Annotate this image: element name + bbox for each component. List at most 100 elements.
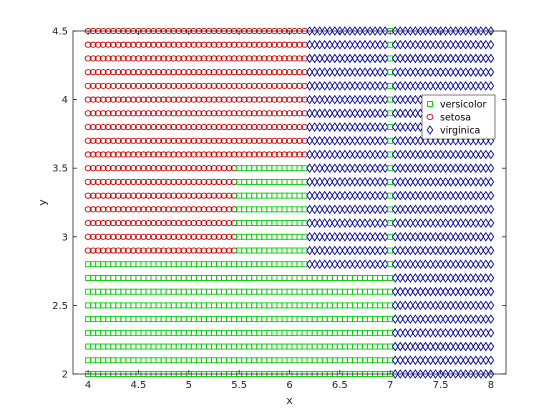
setosa-point xyxy=(84,96,92,103)
virginica-point xyxy=(381,177,389,187)
setosa-point xyxy=(84,110,92,117)
virginica-point xyxy=(427,300,434,311)
virginica-point xyxy=(442,314,449,324)
virginica-point xyxy=(391,94,399,105)
setosa-point xyxy=(135,151,142,158)
setosa-point xyxy=(185,165,193,172)
virginica-point xyxy=(326,149,334,160)
setosa-point xyxy=(185,206,193,213)
setosa-point xyxy=(170,82,178,89)
virginica-point xyxy=(341,135,349,146)
virginica-point xyxy=(417,39,424,50)
virginica-point xyxy=(321,190,329,201)
setosa-point xyxy=(94,123,102,131)
virginica-point xyxy=(427,190,434,201)
virginica-point xyxy=(311,259,319,270)
virginica-point xyxy=(477,149,485,160)
setosa-point xyxy=(145,247,152,254)
virginica-point xyxy=(452,286,460,297)
setosa-point xyxy=(150,123,158,131)
virginica-point xyxy=(457,314,465,324)
virginica-point xyxy=(401,108,409,119)
virginica-point xyxy=(401,53,409,64)
y-tick-label: 3 xyxy=(62,232,68,243)
virginica-point xyxy=(406,314,414,324)
setosa-point xyxy=(145,69,152,76)
virginica-point xyxy=(311,122,319,132)
virginica-point xyxy=(482,26,490,36)
setosa-point xyxy=(135,123,142,131)
virginica-point xyxy=(321,53,329,64)
virginica-point xyxy=(311,245,319,256)
setosa-point xyxy=(165,192,173,199)
virginica-point xyxy=(336,94,344,105)
setosa-point xyxy=(185,151,193,158)
virginica-point xyxy=(381,135,389,146)
virginica-point xyxy=(472,53,480,64)
virginica-point xyxy=(306,177,313,187)
setosa-point xyxy=(175,82,183,89)
virginica-point xyxy=(321,177,329,187)
virginica-point xyxy=(396,94,404,105)
setosa-point xyxy=(190,206,198,213)
virginica-point xyxy=(452,273,460,283)
setosa-point xyxy=(114,41,122,48)
virginica-point xyxy=(391,328,399,338)
setosa-point xyxy=(165,220,173,227)
virginica-point xyxy=(432,328,439,338)
virginica-point xyxy=(427,135,434,146)
setosa-point xyxy=(245,55,253,62)
setosa-point xyxy=(109,233,117,240)
setosa-point xyxy=(291,137,298,144)
virginica-point xyxy=(351,190,359,201)
setosa-point xyxy=(296,55,304,62)
setosa-point xyxy=(165,151,173,158)
virginica-point xyxy=(482,81,490,91)
setosa-point xyxy=(235,123,243,131)
setosa-point xyxy=(190,55,198,62)
setosa-point xyxy=(114,178,122,185)
virginica-point xyxy=(406,81,414,91)
virginica-point xyxy=(477,135,485,146)
virginica-point xyxy=(472,369,480,379)
virginica-point xyxy=(472,81,480,91)
setosa-point xyxy=(89,123,97,131)
x-tick-label: 7.5 xyxy=(433,380,449,391)
setosa-point xyxy=(104,41,112,48)
virginica-point xyxy=(487,39,495,50)
virginica-point xyxy=(316,67,324,77)
virginica-point xyxy=(321,245,329,256)
virginica-point xyxy=(437,163,444,173)
setosa-point xyxy=(240,82,248,89)
setosa-point xyxy=(99,247,107,254)
virginica-point xyxy=(406,259,414,270)
virginica-point xyxy=(346,177,354,187)
virginica-point xyxy=(422,245,429,256)
virginica-point xyxy=(366,232,374,242)
virginica-point xyxy=(406,369,414,379)
setosa-point xyxy=(180,220,188,227)
setosa-point xyxy=(286,41,293,48)
virginica-point xyxy=(467,26,475,36)
setosa-point xyxy=(99,192,107,199)
setosa-point xyxy=(281,137,288,144)
virginica-point xyxy=(316,122,324,132)
virginica-point xyxy=(391,314,399,324)
virginica-point xyxy=(396,232,404,242)
setosa-point xyxy=(140,69,147,76)
virginica-point xyxy=(401,300,409,311)
virginica-point xyxy=(311,204,319,215)
virginica-point xyxy=(477,286,485,297)
virginica-point xyxy=(361,67,369,77)
virginica-point xyxy=(472,245,480,256)
virginica-point xyxy=(401,26,409,36)
virginica-point xyxy=(336,190,344,201)
setosa-point xyxy=(210,137,218,144)
virginica-point xyxy=(356,177,364,187)
virginica-point xyxy=(331,204,339,215)
virginica-point xyxy=(326,39,334,50)
setosa-point xyxy=(301,151,309,158)
setosa-point xyxy=(135,192,142,199)
virginica-point xyxy=(472,135,480,146)
setosa-point xyxy=(140,247,147,254)
